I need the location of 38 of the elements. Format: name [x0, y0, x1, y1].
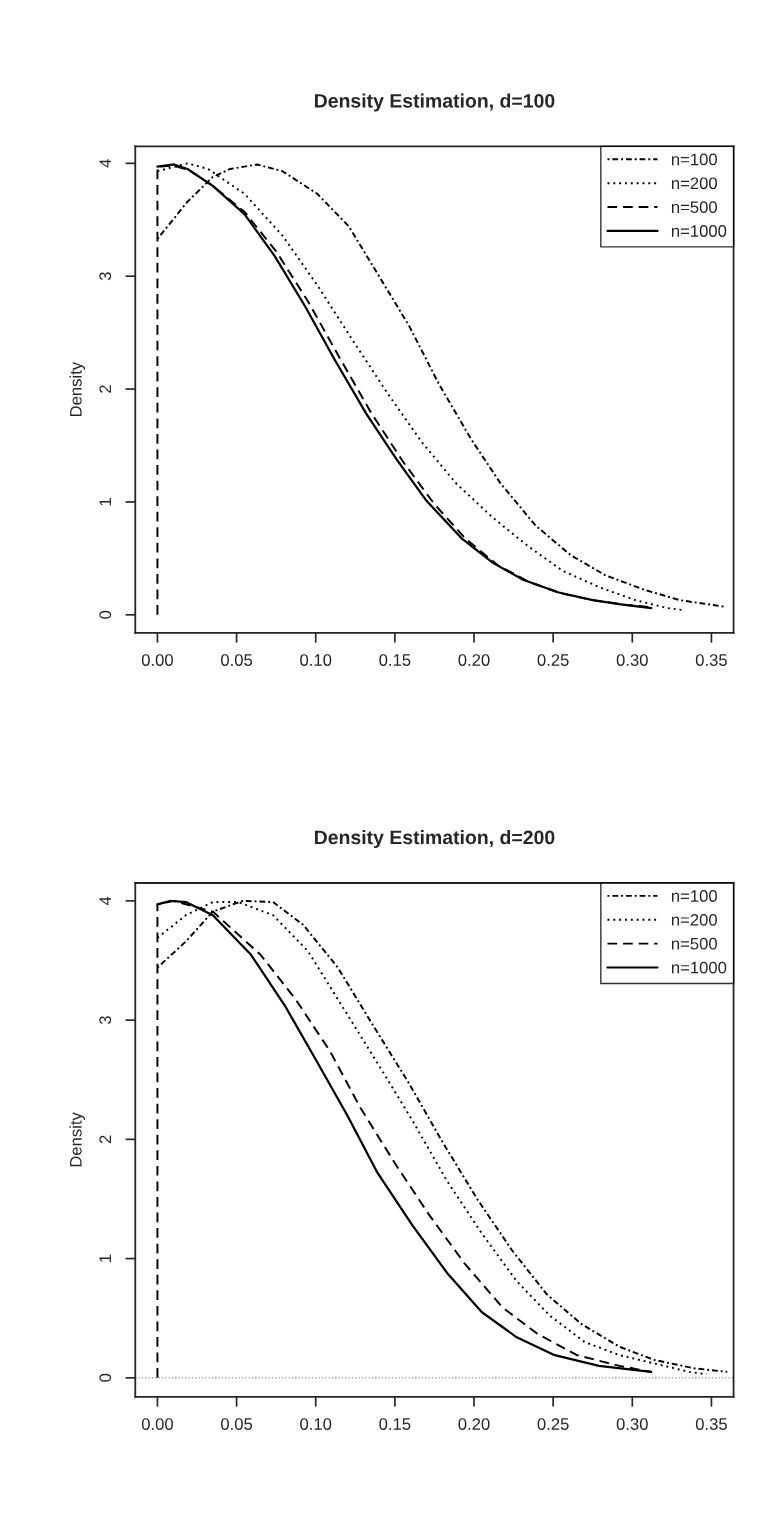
x-tick-label: 0.00	[141, 654, 173, 666]
y-axis-title: Density	[69, 361, 86, 417]
y-tick-label: 4	[99, 896, 111, 906]
x-tick-label: 0.10	[300, 1418, 332, 1430]
y-tick-label: 1	[99, 498, 111, 506]
y-tick-label: 3	[99, 1016, 112, 1025]
x-tick-label: 0.30	[616, 1418, 648, 1430]
y-tick-label: 2	[99, 1135, 111, 1144]
legend-label: n=500	[671, 201, 717, 214]
x-tick-label: 0.20	[458, 654, 490, 666]
x-tick-label: 0.20	[458, 1418, 490, 1430]
y-tick-label: 0	[99, 1373, 112, 1382]
legend-label: n=100	[671, 153, 717, 166]
x-tick-label: 0.30	[616, 654, 648, 666]
x-tick-label: 0.25	[537, 1418, 569, 1430]
x-tick-label: 0.00	[141, 1418, 173, 1430]
legend-label: n=1000	[671, 225, 727, 237]
x-tick-label: 0.35	[695, 1418, 727, 1430]
y-tick-label: 2	[99, 385, 111, 393]
y-axis-title: Density	[69, 1112, 86, 1167]
x-tick-label: 0.15	[379, 654, 411, 666]
legend-label: n=1000	[671, 961, 727, 974]
y-tick-label: 0	[99, 610, 112, 619]
x-tick-label: 0.25	[537, 654, 569, 666]
legend-label: n=100	[671, 890, 717, 902]
x-tick-label: 0.15	[379, 1418, 411, 1430]
y-tick-label: 1	[99, 1254, 111, 1262]
chart-title: Density Estimation, d=100	[314, 93, 555, 112]
y-tick-label: 3	[99, 272, 112, 281]
x-tick-label: 0.10	[300, 654, 332, 666]
x-tick-label: 0.35	[695, 654, 727, 666]
x-tick-label: 0.05	[221, 1418, 253, 1430]
y-tick-label: 4	[99, 159, 111, 168]
legend-label: n=200	[671, 913, 717, 926]
x-tick-label: 0.05	[221, 654, 253, 666]
chart-title: Density Estimation, d=200	[314, 829, 555, 849]
legend-label: n=200	[671, 177, 717, 190]
legend-label: n=500	[671, 937, 717, 950]
